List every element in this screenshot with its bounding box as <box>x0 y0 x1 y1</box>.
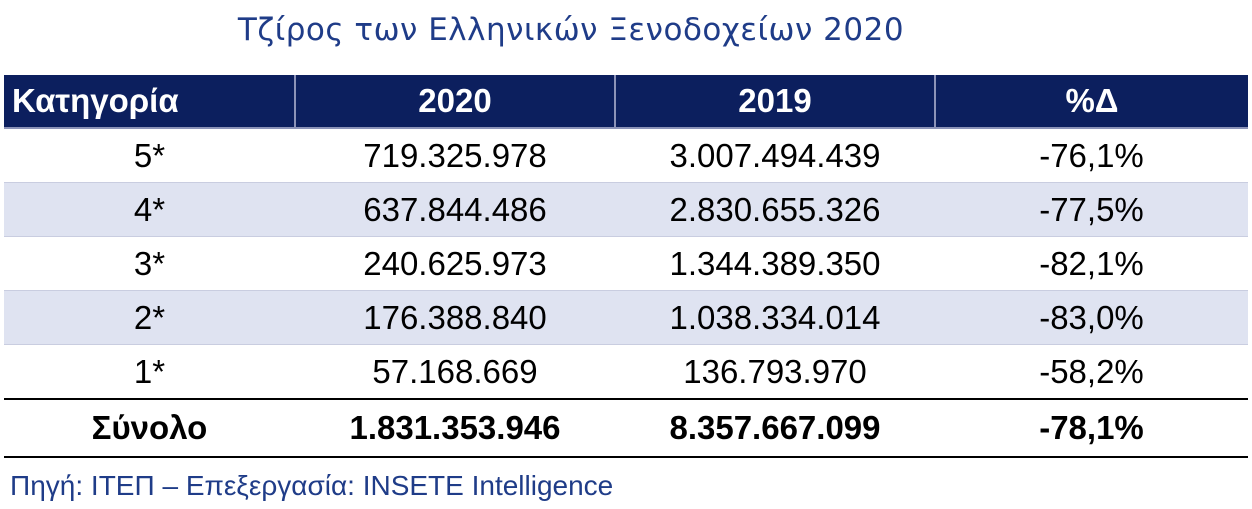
cell-category: 4* <box>4 182 295 237</box>
cell-2019: 1.344.389.350 <box>615 236 935 291</box>
cell-2019: 136.793.970 <box>615 344 935 399</box>
header-2020: 2020 <box>294 75 615 128</box>
table-row: 1* 57.168.669 136.793.970 -58,2% <box>4 344 1248 399</box>
cell-change: -77,5% <box>935 182 1248 237</box>
cell-2020: 637.844.486 <box>295 182 615 237</box>
total-2019: 8.357.667.099 <box>615 398 935 458</box>
header-category: Κατηγορία <box>4 75 295 128</box>
cell-2020: 57.168.669 <box>295 344 615 399</box>
cell-change: -82,1% <box>935 236 1248 291</box>
cell-change: -76,1% <box>935 127 1248 183</box>
table-row: 2* 176.388.840 1.038.334.014 -83,0% <box>4 290 1248 345</box>
total-label: Σύνολο <box>4 398 295 458</box>
cell-2020: 719.325.978 <box>295 127 615 183</box>
cell-change: -83,0% <box>935 290 1248 345</box>
cell-category: 3* <box>4 236 295 291</box>
cell-category: 5* <box>4 127 295 183</box>
source-note: Πηγή: ΙΤΕΠ – Επεξεργασία: INSETE Intelli… <box>10 470 614 501</box>
chart-title: Τζίρος των Ελληνικών Ξενοδοχείων 2020 <box>237 12 905 48</box>
cell-category: 1* <box>4 344 295 399</box>
header-2019: 2019 <box>614 75 935 128</box>
total-2020: 1.831.353.946 <box>295 398 615 458</box>
cell-2019: 3.007.494.439 <box>615 127 935 183</box>
cell-2019: 1.038.334.014 <box>615 290 935 345</box>
cell-change: -58,2% <box>935 344 1248 399</box>
total-row: Σύνολο 1.831.353.946 8.357.667.099 -78,1… <box>4 398 1248 458</box>
cell-2020: 240.625.973 <box>295 236 615 291</box>
table-row: 3* 240.625.973 1.344.389.350 -82,1% <box>4 236 1248 291</box>
header-change: %Δ <box>934 75 1248 128</box>
table-row: 4* 637.844.486 2.830.655.326 -77,5% <box>4 182 1248 237</box>
table-row: 5* 719.325.978 3.007.494.439 -76,1% <box>4 127 1248 183</box>
total-change: -78,1% <box>935 398 1248 458</box>
cell-category: 2* <box>4 290 295 345</box>
revenue-table: Κατηγορία 2020 2019 %Δ 5* 719.325.978 3.… <box>4 75 1248 458</box>
cell-2020: 176.388.840 <box>295 290 615 345</box>
header-row: Κατηγορία 2020 2019 %Δ <box>4 75 1248 128</box>
cell-2019: 2.830.655.326 <box>615 182 935 237</box>
